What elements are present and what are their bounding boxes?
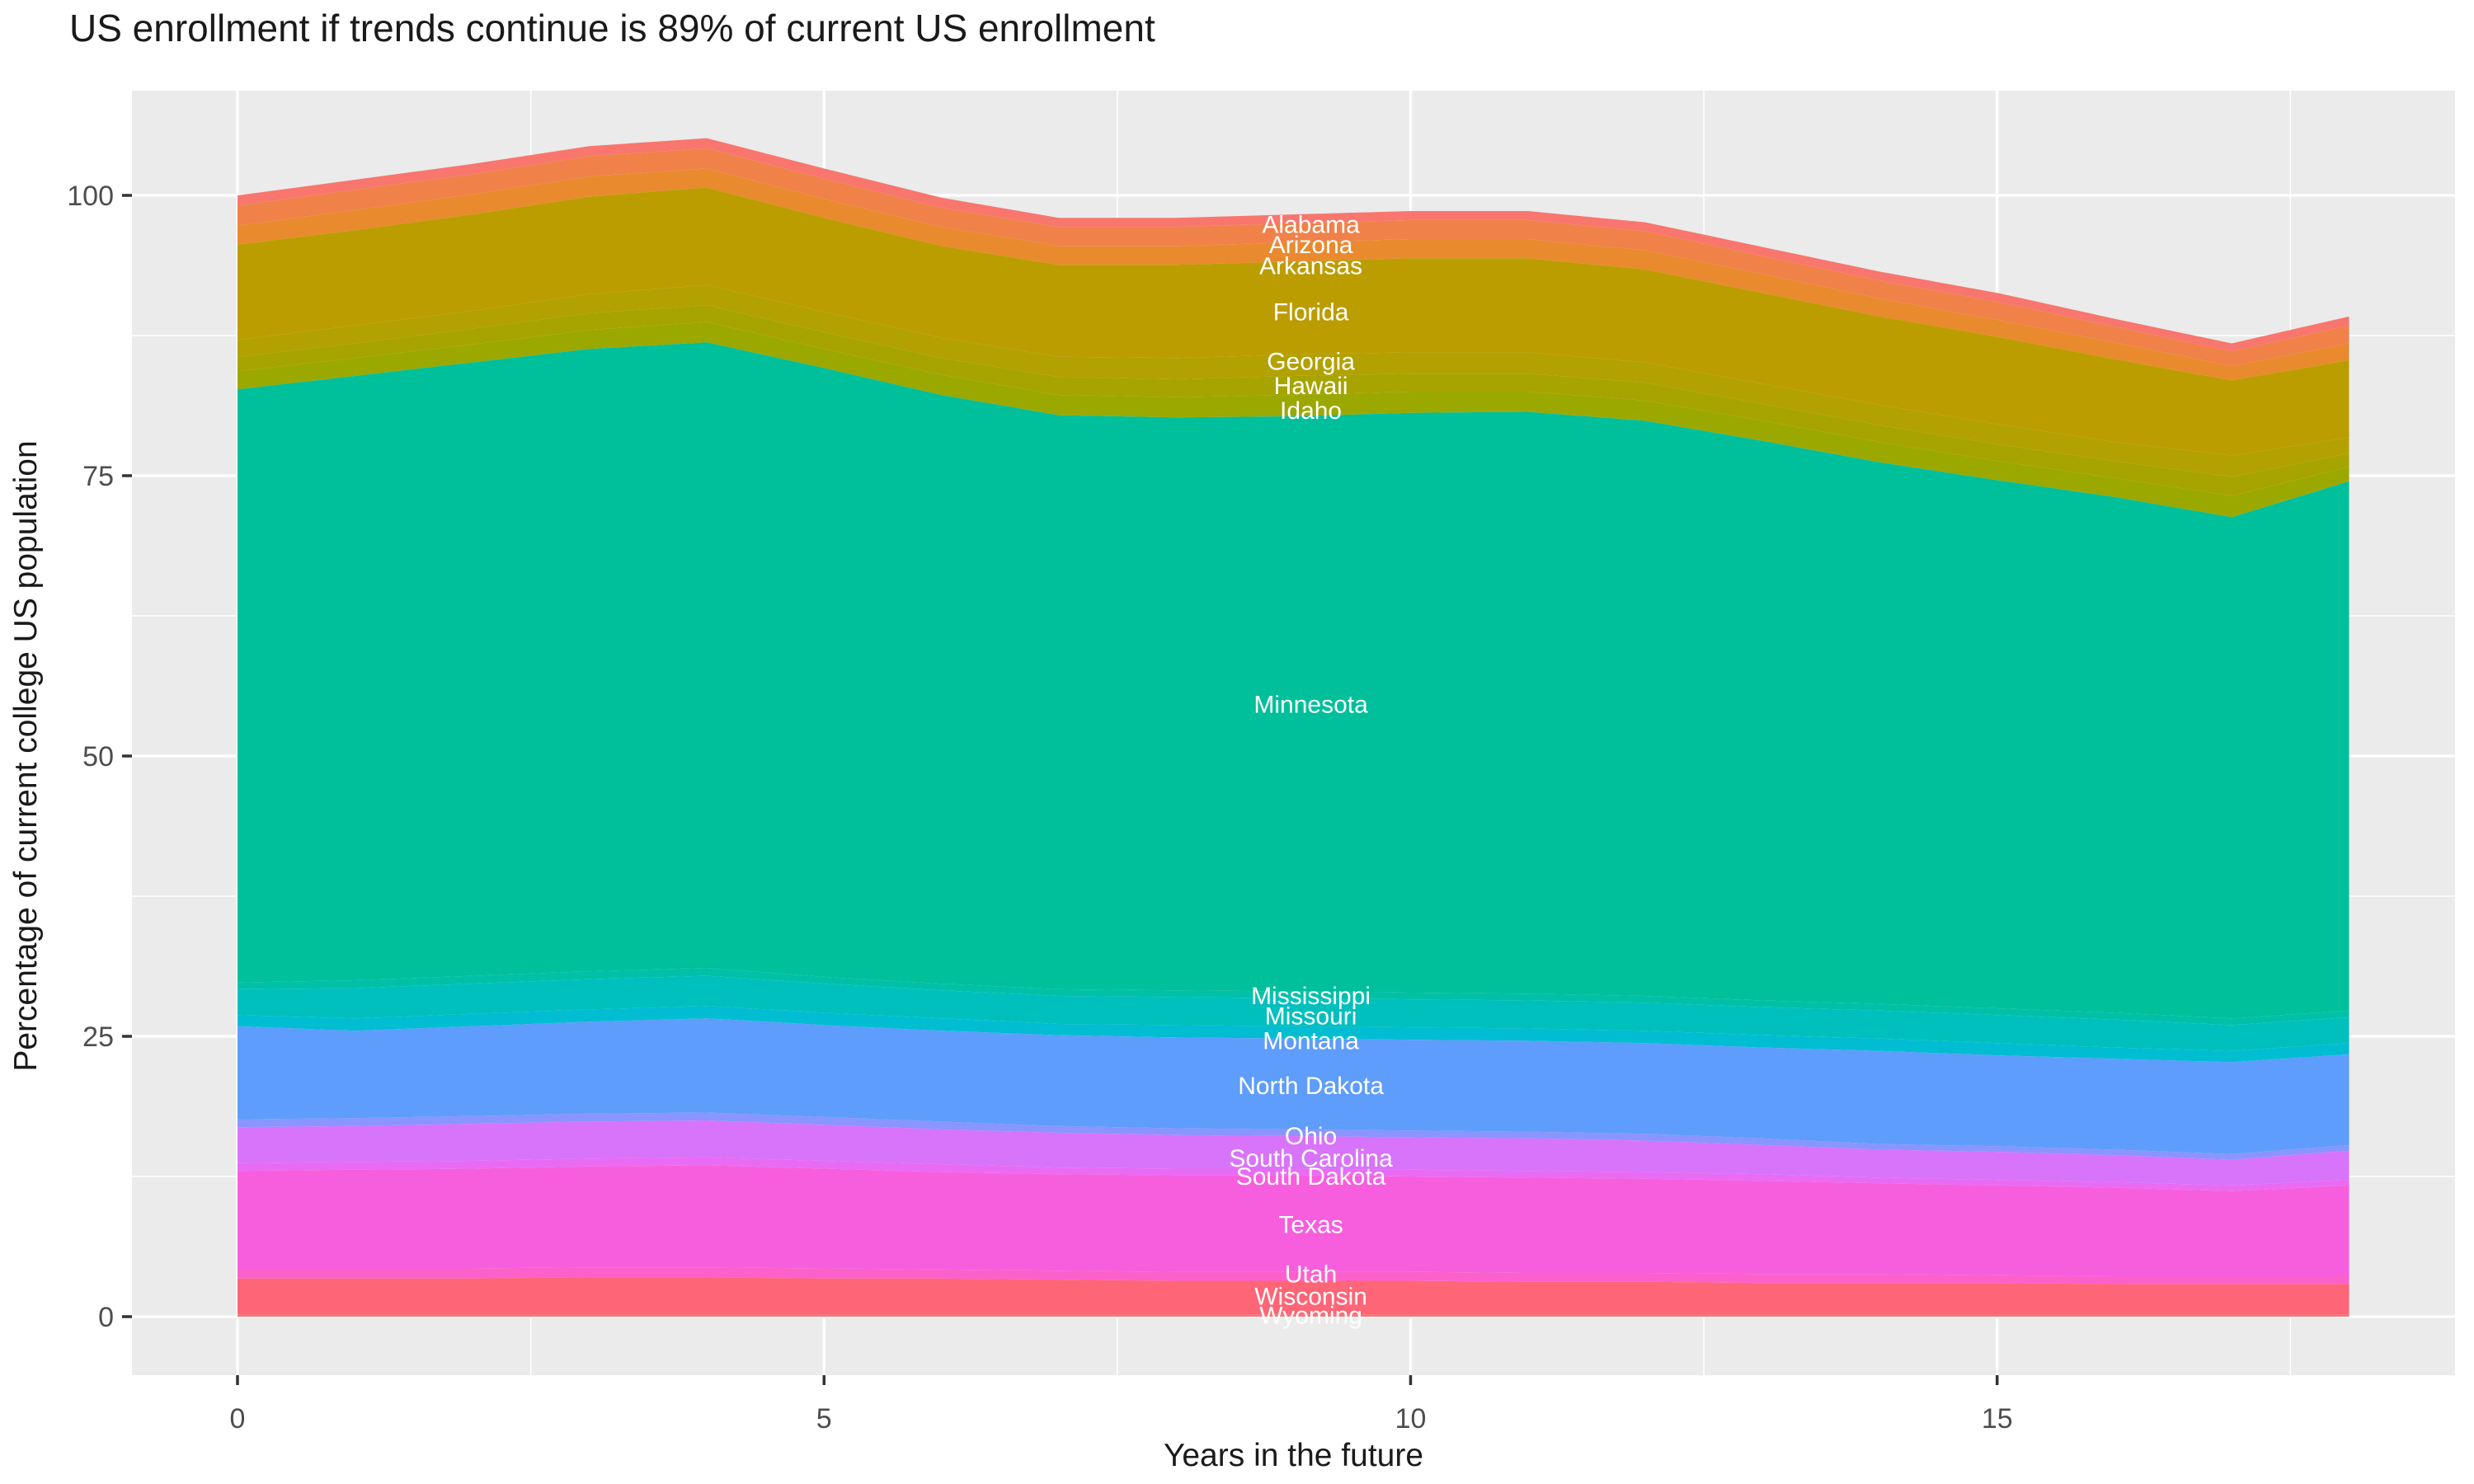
- area-label-arizona: Arizona: [1269, 232, 1353, 259]
- area-wyoming: [238, 1314, 2349, 1317]
- area-label-south-dakota: South Dakota: [1236, 1163, 1386, 1190]
- area-minnesota: [238, 342, 2349, 1019]
- y-tick-label: 25: [82, 1021, 114, 1053]
- chart-title: US enrollment if trends continue is 89% …: [69, 7, 1155, 49]
- area-label-wisconsin: Wisconsin: [1254, 1284, 1367, 1311]
- y-tick-label: 50: [82, 741, 114, 773]
- area-idaho: [238, 322, 2349, 518]
- area-missouri: [238, 975, 2349, 1051]
- y-tick-label: 75: [82, 461, 114, 492]
- area-georgia: [238, 284, 2349, 477]
- area-wisconsin: [238, 1277, 2349, 1315]
- area-label-missouri: Missouri: [1265, 1003, 1357, 1031]
- area-mississippi: [238, 968, 2349, 1026]
- x-tick-label: 5: [816, 1403, 832, 1435]
- area-ohio: [238, 1112, 2349, 1160]
- area-hawaii: [238, 305, 2349, 496]
- area-arizona: [238, 148, 2349, 366]
- area-label-alabama: Alabama: [1262, 211, 1360, 238]
- x-tick-label: 15: [1982, 1403, 2013, 1435]
- y-tick-label: 0: [98, 1302, 114, 1333]
- area-florida: [238, 187, 2349, 456]
- area-label-hawaii: Hawaii: [1274, 373, 1348, 400]
- x-axis-title: Years in the future: [1164, 1438, 1423, 1473]
- area-label-wyoming: Wyoming: [1259, 1303, 1362, 1330]
- area-label-idaho: Idaho: [1280, 397, 1342, 425]
- area-label-ohio: Ohio: [1285, 1123, 1337, 1150]
- area-label-florida: Florida: [1273, 298, 1349, 326]
- area-south-dakota: [238, 1157, 2349, 1191]
- area-label-south-carolina: South Carolina: [1229, 1145, 1393, 1172]
- area-label-north-dakota: North Dakota: [1238, 1073, 1384, 1100]
- x-tick-label: 0: [230, 1403, 246, 1435]
- area-alabama: [238, 138, 2349, 351]
- area-south-carolina: [238, 1120, 2349, 1186]
- area-label-texas: Texas: [1278, 1211, 1343, 1238]
- area-label-arkansas: Arkansas: [1259, 253, 1362, 280]
- area-texas: [238, 1165, 2349, 1276]
- area-label-minnesota: Minnesota: [1253, 691, 1368, 718]
- area-label-montana: Montana: [1263, 1027, 1359, 1054]
- area-label-georgia: Georgia: [1267, 348, 1355, 375]
- area-montana: [238, 1006, 2349, 1063]
- x-tick-label: 10: [1395, 1403, 1427, 1435]
- area-north-dakota: [238, 1018, 2349, 1154]
- area-arkansas: [238, 168, 2349, 381]
- y-axis-title: Percentage of current college US populat…: [8, 440, 44, 1071]
- area-label-mississippi: Mississippi: [1251, 983, 1371, 1010]
- area-label-utah: Utah: [1285, 1261, 1337, 1288]
- area-utah: [238, 1267, 2349, 1284]
- y-tick-label: 100: [67, 181, 114, 212]
